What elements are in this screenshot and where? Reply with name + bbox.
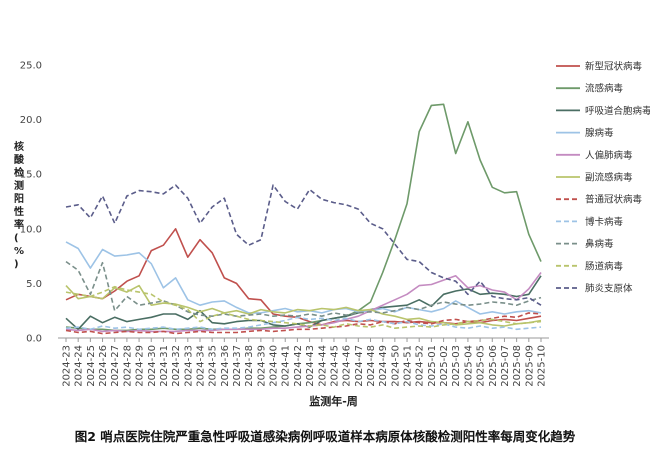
x-tick-label: 2024-40	[269, 345, 280, 387]
x-tick-label: 2024-42	[293, 345, 304, 387]
x-tick-label: 2024-33	[183, 345, 194, 387]
legend-label: 流感病毒	[585, 83, 624, 95]
y-tick-label: 15.0	[20, 170, 42, 181]
x-tick-label: 2024-27	[110, 345, 121, 387]
chart-legend: 新型冠状病毒流感病毒呼吸道合胞病毒腺病毒人偏肺病毒副流感病毒普通冠状病毒博卡病毒…	[556, 61, 650, 295]
x-tick-label: 2024-31	[159, 345, 170, 387]
x-tick-label: 2025-02	[439, 345, 450, 387]
legend-label: 鼻病毒	[585, 238, 614, 250]
x-tick-label: 2024-41	[281, 345, 292, 387]
x-tick-label: 2024-48	[366, 345, 377, 387]
x-axis-title: 监测年-周	[309, 394, 358, 408]
x-tick-label: 2024-32	[171, 345, 182, 387]
x-tick-label: 2024-35	[208, 345, 219, 387]
x-tick-label: 2024-45	[329, 345, 340, 387]
x-tick-label: 2024-24	[74, 345, 85, 387]
x-tick-label: 2025-04	[463, 345, 474, 387]
x-tick-label: 2024-29	[135, 345, 146, 387]
series-line	[65, 285, 542, 329]
y-axis-title: 核酸检测阳性率(%)	[13, 140, 25, 270]
x-tick-label: 2025-08	[512, 345, 523, 387]
x-tick-label: 2024-47	[354, 345, 365, 387]
x-tick-label: 2024-50	[390, 345, 401, 387]
series-line	[65, 103, 542, 332]
y-tick-label: 20.0	[20, 115, 42, 126]
x-tick-label: 2024-25	[86, 345, 97, 387]
y-tick-label: 5.0	[26, 279, 42, 290]
x-tick-label: 2025-01	[427, 345, 438, 387]
x-tick-label: 2025-06	[488, 345, 499, 387]
legend-label: 呼吸道合胞病毒	[585, 105, 650, 117]
legend-label: 人偏肺病毒	[585, 149, 633, 161]
x-tick-label: 2024-37	[232, 345, 243, 387]
series-line	[65, 184, 542, 306]
legend-label: 腺病毒	[585, 127, 614, 139]
x-tick-label: 2024-34	[195, 345, 206, 387]
plot-area	[65, 103, 542, 335]
legend-label: 新型冠状病毒	[585, 61, 643, 73]
x-tick-label: 2025-07	[500, 345, 511, 387]
y-tick-label: 25.0	[20, 61, 42, 72]
x-tick-label: 2025-09	[524, 345, 535, 387]
x-tick-label: 2024-49	[378, 345, 389, 387]
legend-label: 肺炎支原体	[585, 283, 633, 295]
figure-caption: 图2 哨点医院住院严重急性呼吸道感染病例呼吸道样本病原体核酸检测阳性率每周变化趋…	[74, 429, 576, 444]
legend-label: 副流感病毒	[585, 172, 633, 184]
x-tick-label: 2024-26	[98, 345, 109, 387]
legend-label: 博卡病毒	[585, 216, 624, 228]
x-tick-label: 2024-51	[403, 345, 414, 387]
x-tick-label: 2024-39	[256, 345, 267, 387]
x-tick-label: 2024-28	[122, 345, 133, 387]
x-tick-label: 2025-03	[451, 345, 462, 387]
y-tick-label: 10.0	[20, 224, 42, 235]
x-tick-label: 2025-10	[537, 345, 548, 387]
x-tick-label: 2025-05	[476, 345, 487, 387]
series-line	[65, 316, 542, 331]
x-tick-label: 2024-30	[147, 345, 158, 387]
x-tick-label: 2024-43	[305, 345, 316, 387]
x-tick-label: 2024-23	[62, 345, 73, 387]
x-tick-label: 2024-38	[244, 345, 255, 387]
series-line	[65, 272, 542, 333]
x-tick-label: 2024-36	[220, 345, 231, 387]
x-tick-label: 2024-44	[317, 345, 328, 387]
y-tick-label: 0.0	[26, 334, 42, 345]
series-line	[65, 284, 542, 327]
x-tick-label: 2024-52	[415, 345, 426, 387]
x-tick-label: 2024-46	[342, 345, 353, 387]
series-line	[65, 260, 542, 317]
legend-label: 普通冠状病毒	[585, 194, 643, 206]
legend-label: 肠道病毒	[585, 260, 624, 272]
